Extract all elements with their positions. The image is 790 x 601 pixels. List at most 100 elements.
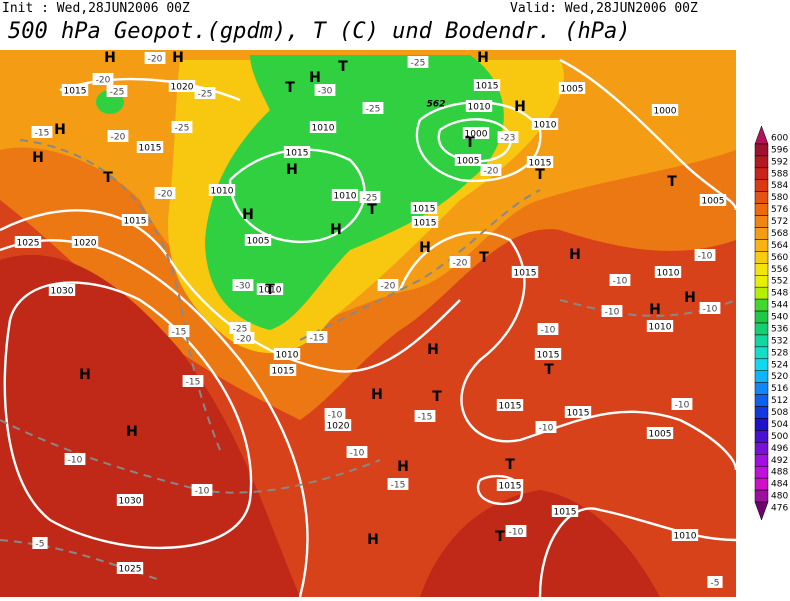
temperature-label-box bbox=[535, 421, 557, 433]
colorbar-swatch bbox=[754, 382, 769, 395]
temperature-label: -20 bbox=[453, 259, 468, 269]
high-marker: H bbox=[419, 240, 431, 256]
high-marker: H bbox=[569, 247, 581, 263]
pressure-label: 1000 bbox=[465, 130, 488, 140]
temperature-label-box bbox=[32, 537, 48, 549]
pressure-label-box bbox=[14, 236, 42, 248]
valid-time: Valid: Wed,28JUN2006 00Z bbox=[510, 1, 698, 16]
pressure-label-box bbox=[324, 419, 352, 431]
high-marker: H bbox=[367, 532, 379, 548]
pressure-label: 1010 bbox=[334, 192, 357, 202]
colorbar-label: 516 bbox=[771, 384, 788, 394]
temperature-label-box bbox=[182, 375, 204, 387]
pressure-label: 1015 bbox=[414, 219, 437, 229]
pressure-label-box bbox=[454, 154, 482, 166]
pressure-label-box bbox=[564, 406, 592, 418]
temperature-label: -10 bbox=[541, 326, 556, 336]
temperature-label-box bbox=[377, 279, 399, 291]
colorbar-label: 544 bbox=[771, 301, 788, 311]
pressure-label-box bbox=[269, 364, 297, 376]
colorbar-label: 524 bbox=[771, 360, 788, 370]
pressure-label-box bbox=[61, 84, 89, 96]
pressure-label-box bbox=[551, 505, 579, 517]
temperature-label-box bbox=[671, 398, 693, 410]
colorbar-swatch bbox=[754, 394, 769, 407]
pressure-label: 1015 bbox=[476, 82, 499, 92]
temperature-label: -20 bbox=[148, 55, 163, 65]
pressure-label-box bbox=[168, 80, 196, 92]
pressure-label: 1000 bbox=[654, 107, 677, 117]
pressure-label: 1020 bbox=[171, 83, 194, 93]
colorbar-label: 588 bbox=[771, 169, 788, 179]
pressure-label-box bbox=[646, 427, 674, 439]
pressure-label: 1005 bbox=[247, 237, 270, 247]
pressure-label-box bbox=[473, 79, 501, 91]
pressure-label-box bbox=[646, 320, 674, 332]
colorbar-label: 528 bbox=[771, 348, 788, 358]
low-marker: T bbox=[495, 529, 505, 545]
pressure-label: 1015 bbox=[567, 409, 590, 419]
temperature-label: -20 bbox=[237, 335, 252, 345]
pressure-label: 1015 bbox=[124, 217, 147, 227]
pressure-label: 1030 bbox=[119, 497, 142, 507]
colorbar-swatch bbox=[754, 167, 769, 181]
temperature-label-box bbox=[168, 325, 190, 337]
pressure-label: 1005 bbox=[702, 197, 725, 207]
colorbar-swatch bbox=[754, 298, 769, 312]
temperature-label: -25 bbox=[411, 59, 426, 69]
colorbar-label: 556 bbox=[771, 265, 788, 275]
colorbar-swatch bbox=[754, 286, 769, 300]
colorbar-swatch bbox=[754, 454, 769, 467]
pressure-label: 1010 bbox=[259, 286, 282, 296]
pressure-label-box bbox=[558, 82, 586, 94]
pressure-label: 1025 bbox=[119, 565, 142, 575]
colorbar-label: 520 bbox=[771, 372, 788, 382]
colorbar-label: 596 bbox=[771, 145, 788, 155]
high-marker: H bbox=[514, 99, 526, 115]
temperature-label-box bbox=[407, 56, 429, 68]
colorbar-swatch bbox=[754, 155, 769, 169]
temperature-label-box bbox=[699, 302, 721, 314]
temperature-label-box bbox=[707, 576, 723, 588]
high-marker: H bbox=[172, 50, 184, 66]
colorbar-label: 484 bbox=[771, 480, 788, 490]
low-marker: T bbox=[103, 170, 113, 186]
colorbar-swatch bbox=[754, 215, 769, 228]
temperature-label-box bbox=[171, 121, 193, 133]
temperature-label-box bbox=[233, 332, 255, 344]
low-marker: T bbox=[285, 80, 295, 96]
pressure-label: 1015 bbox=[499, 482, 522, 492]
pressure-label: 1010 bbox=[211, 187, 234, 197]
low-marker: T bbox=[535, 167, 545, 183]
colorbar-label: 564 bbox=[771, 241, 788, 251]
high-marker: H bbox=[32, 150, 44, 166]
temperature-label: -10 bbox=[675, 401, 690, 411]
pressure-label-box bbox=[671, 529, 699, 541]
pressure-label-box bbox=[654, 266, 682, 278]
colorbar-swatch bbox=[754, 370, 769, 383]
temperature-label: -10 bbox=[350, 449, 365, 459]
pressure-label-box bbox=[283, 146, 311, 158]
pressure-label-box bbox=[411, 216, 439, 228]
pressure-label-box bbox=[651, 104, 679, 116]
colorbar-label: 552 bbox=[771, 277, 788, 287]
pressure-label-box bbox=[48, 284, 76, 296]
high-marker: H bbox=[427, 342, 439, 358]
temperature-label: -10 bbox=[68, 456, 83, 466]
colorbar-label: 572 bbox=[771, 217, 788, 227]
low-marker: T bbox=[432, 389, 442, 405]
pressure-label-box bbox=[71, 236, 99, 248]
temperature-label-box bbox=[194, 87, 216, 99]
pressure-label-box bbox=[273, 348, 301, 360]
temperature-label-box bbox=[92, 73, 114, 85]
pressure-label: 1010 bbox=[657, 269, 680, 279]
temperature-label-box bbox=[537, 323, 559, 335]
pressure-label-box bbox=[136, 141, 164, 153]
temperature-label-box bbox=[362, 102, 384, 114]
temperature-label-box bbox=[324, 408, 346, 420]
pressure-label: 1010 bbox=[468, 103, 491, 113]
colorbar-label: 504 bbox=[771, 420, 788, 430]
temperature-label: -23 bbox=[501, 134, 516, 144]
pressure-label-box bbox=[116, 562, 144, 574]
